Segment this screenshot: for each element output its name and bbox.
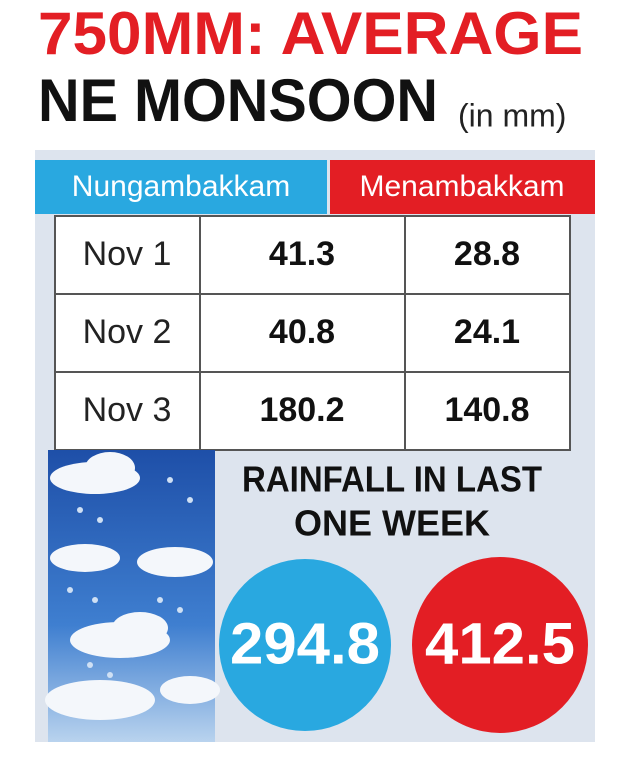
subtitle: NE MONSOON	[38, 67, 438, 134]
value-circle	[219, 559, 391, 731]
weather-image	[45, 450, 220, 742]
table-frame	[54, 215, 571, 451]
weekly-value: 412.5	[425, 611, 575, 676]
weekly-value: 294.8	[230, 611, 380, 676]
row-label: Nov 1	[83, 235, 172, 273]
row-label: Nov 3	[83, 391, 172, 429]
column-label: Nungambakkam	[72, 170, 290, 203]
unit: (in mm)	[458, 97, 566, 133]
value-circle	[412, 557, 588, 733]
column-label: Menambakkam	[359, 170, 564, 203]
title: 750MM: AVERAGE	[38, 0, 583, 67]
cell-value: 180.2	[259, 391, 344, 429]
section-title: RAINFALL IN LAST	[242, 459, 542, 500]
row-label: Nov 2	[83, 313, 172, 351]
table-body: Nov 1 41.3 28.8 Nov 2 40.8 24.1 Nov 3 18…	[54, 215, 571, 451]
column-header	[330, 160, 595, 214]
column-header	[35, 160, 327, 214]
cell-value: 40.8	[269, 313, 335, 351]
section-title: ONE WEEK	[294, 503, 490, 544]
cell-value: 28.8	[454, 235, 520, 273]
cell-value: 24.1	[454, 313, 520, 351]
cell-value: 140.8	[444, 391, 529, 429]
cell-value: 41.3	[269, 235, 335, 273]
